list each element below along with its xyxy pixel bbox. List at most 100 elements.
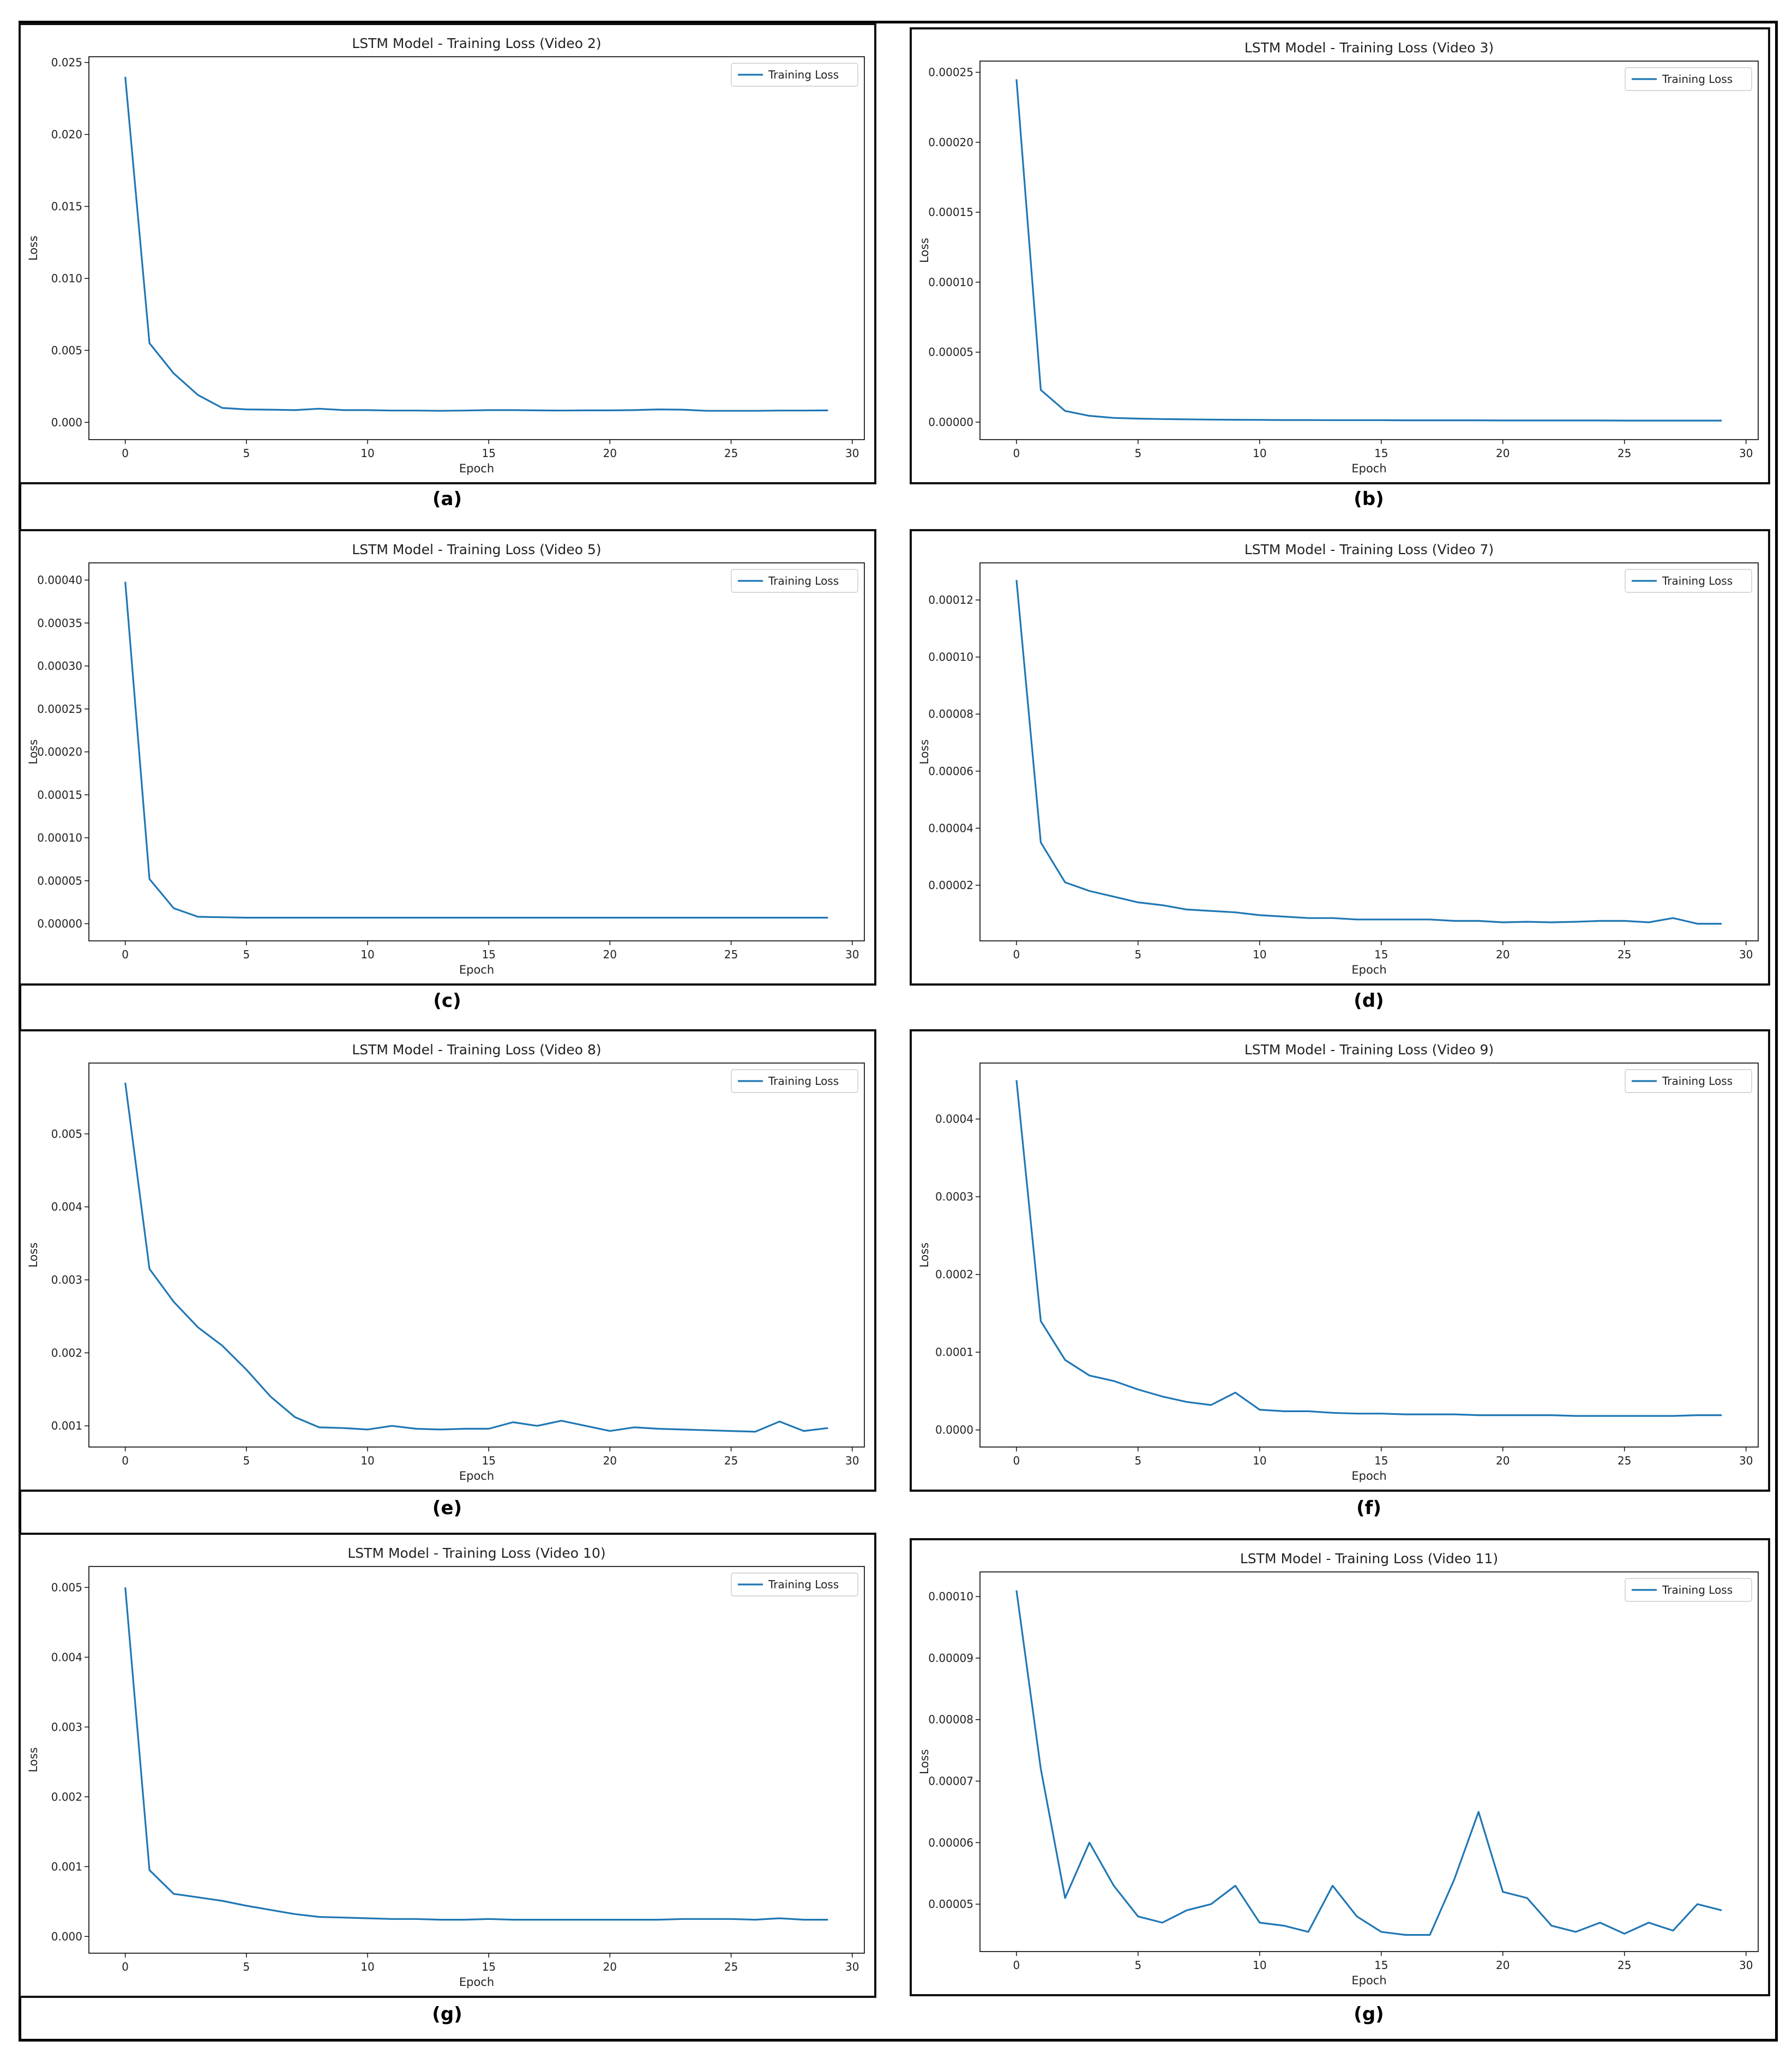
y-tick-label: 0.00010 xyxy=(928,651,973,664)
y-tick-label: 0.00006 xyxy=(928,765,973,778)
y-tick-label: 0.00008 xyxy=(928,707,973,721)
y-tick-label: 0.003 xyxy=(51,1720,82,1733)
plot-area xyxy=(979,61,1759,440)
x-axis-label: Epoch xyxy=(1351,963,1386,976)
chart-panel: LSTM Model - Training Loss (Video 10) 0 5 1… xyxy=(19,1533,876,1998)
line-chart: LSTM Model - Training Loss (Video 9) 0 5 10… xyxy=(918,1042,1759,1482)
y-tick-label: 0.00020 xyxy=(928,136,973,149)
plot-area xyxy=(979,1571,1759,1952)
x-tick-label: 15 xyxy=(1374,1454,1388,1467)
y-tick-label: 0.00000 xyxy=(928,416,973,429)
x-tick-label: 15 xyxy=(482,447,495,460)
y-tick-label: 0.010 xyxy=(51,272,82,285)
y-tick-label: 0.00004 xyxy=(928,821,973,835)
legend: Training Loss xyxy=(731,1572,858,1596)
x-tick-label: 10 xyxy=(1253,1959,1266,1972)
x-tick-label: 0 xyxy=(1013,1454,1020,1467)
chart-title: LSTM Model - Training Loss (Video 11) xyxy=(1240,1551,1498,1566)
legend-box xyxy=(731,1572,858,1596)
x-tick-label: 30 xyxy=(1739,1959,1753,1972)
x-axis-label: Epoch xyxy=(1351,462,1386,475)
plot-area xyxy=(979,1062,1759,1448)
x-tick-label: 5 xyxy=(1134,1454,1141,1467)
y-tick-label: 0.00000 xyxy=(37,917,82,931)
chart-panel: LSTM Model - Training Loss (Video 3) 0 5 10… xyxy=(910,27,1770,484)
y-tick-label: 0.00035 xyxy=(37,616,82,629)
legend-box xyxy=(731,569,858,593)
x-tick-label: 0 xyxy=(122,948,129,961)
y-tick-label: 0.00010 xyxy=(37,831,82,844)
chart-title: LSTM Model - Training Loss (Video 7) xyxy=(1244,542,1494,557)
y-tick-label: 0.00005 xyxy=(928,1898,973,1911)
y-tick-label: 0.00006 xyxy=(928,1836,973,1849)
x-tick-label: 30 xyxy=(1739,948,1753,961)
y-tick-label: 0.005 xyxy=(51,344,82,357)
y-tick-label: 0.002 xyxy=(51,1346,82,1359)
y-tick-label: 0.00010 xyxy=(928,1590,973,1603)
legend: Training Loss xyxy=(731,63,858,87)
y-tick-label: 0.003 xyxy=(51,1274,82,1287)
x-tick-label: 5 xyxy=(243,948,250,961)
legend-label: Training Loss xyxy=(768,574,839,587)
x-tick-label: 0 xyxy=(122,1960,129,1973)
y-tick-label: 0.020 xyxy=(51,128,82,141)
x-axis-label: Epoch xyxy=(1351,1974,1386,1987)
x-tick-label: 5 xyxy=(1134,1959,1141,1972)
plot-area xyxy=(88,1566,865,1954)
x-tick-label: 0 xyxy=(1013,447,1020,460)
y-tick-label: 0.00007 xyxy=(928,1775,973,1788)
x-tick-label: 20 xyxy=(603,948,617,961)
line-chart: LSTM Model - Training Loss (Video 7) 0 5 10… xyxy=(918,542,1759,976)
x-tick-label: 5 xyxy=(243,447,250,460)
plot-area xyxy=(88,1062,865,1448)
x-tick-label: 20 xyxy=(603,1454,617,1467)
legend: Training Loss xyxy=(1625,67,1752,91)
panel-caption: (a) xyxy=(432,488,462,510)
chart-panel: LSTM Model - Training Loss (Video 11) 0 5 1… xyxy=(910,1538,1770,1996)
x-tick-label: 10 xyxy=(1253,447,1266,460)
panel-caption: (c) xyxy=(433,990,461,1012)
y-tick-label: 0.004 xyxy=(51,1650,82,1664)
x-tick-label: 15 xyxy=(1374,948,1388,961)
series-line-training-loss xyxy=(1015,1080,1722,1417)
x-tick-label: 30 xyxy=(1739,1454,1753,1467)
x-tick-label: 10 xyxy=(1253,948,1266,961)
legend: Training Loss xyxy=(1625,1578,1752,1602)
x-tick-label: 20 xyxy=(1496,447,1510,460)
legend-box xyxy=(731,1069,858,1093)
chart-panel: LSTM Model - Training Loss (Video 2) 0 5 10… xyxy=(19,23,876,484)
series-line-training-loss xyxy=(1015,79,1722,422)
y-tick-label: 0.000 xyxy=(51,1930,82,1943)
y-tick-label: 0.00040 xyxy=(37,574,82,587)
legend-label: Training Loss xyxy=(768,1578,839,1591)
chart-panel: LSTM Model - Training Loss (Video 9) 0 5 10… xyxy=(910,1029,1770,1492)
x-axis-label: Epoch xyxy=(459,963,494,976)
line-chart: LSTM Model - Training Loss (Video 2) 0 5 10… xyxy=(27,35,865,475)
y-tick-label: 0.005 xyxy=(51,1581,82,1594)
x-tick-label: 0 xyxy=(1013,948,1020,961)
y-tick-label: 0.00005 xyxy=(37,874,82,887)
y-tick-label: 0.00020 xyxy=(37,746,82,759)
x-tick-label: 15 xyxy=(1374,1959,1388,1972)
y-tick-label: 0.0003 xyxy=(935,1190,973,1203)
x-tick-label: 15 xyxy=(482,1454,495,1467)
line-chart: LSTM Model - Training Loss (Video 11) 0 5 1… xyxy=(918,1551,1759,1987)
legend-box xyxy=(1625,569,1752,593)
chart-title: LSTM Model - Training Loss (Video 8) xyxy=(352,1042,601,1058)
x-tick-label: 20 xyxy=(1496,1454,1510,1467)
y-axis-label: Loss xyxy=(27,739,40,764)
y-tick-label: 0.0002 xyxy=(935,1268,973,1281)
legend: Training Loss xyxy=(1625,1069,1752,1093)
legend-label: Training Loss xyxy=(768,1074,839,1088)
legend: Training Loss xyxy=(1625,569,1752,593)
y-tick-label: 0.0001 xyxy=(935,1346,973,1359)
chart-title: LSTM Model - Training Loss (Video 9) xyxy=(1244,1042,1494,1058)
x-tick-label: 5 xyxy=(243,1960,250,1973)
y-tick-label: 0.00008 xyxy=(928,1713,973,1726)
panel-caption: (d) xyxy=(1354,990,1384,1012)
y-tick-label: 0.00012 xyxy=(928,593,973,607)
panel-caption: (g) xyxy=(432,2003,462,2025)
plot-area xyxy=(88,562,865,941)
x-axis-label: Epoch xyxy=(459,462,494,475)
x-tick-label: 30 xyxy=(845,1960,859,1973)
